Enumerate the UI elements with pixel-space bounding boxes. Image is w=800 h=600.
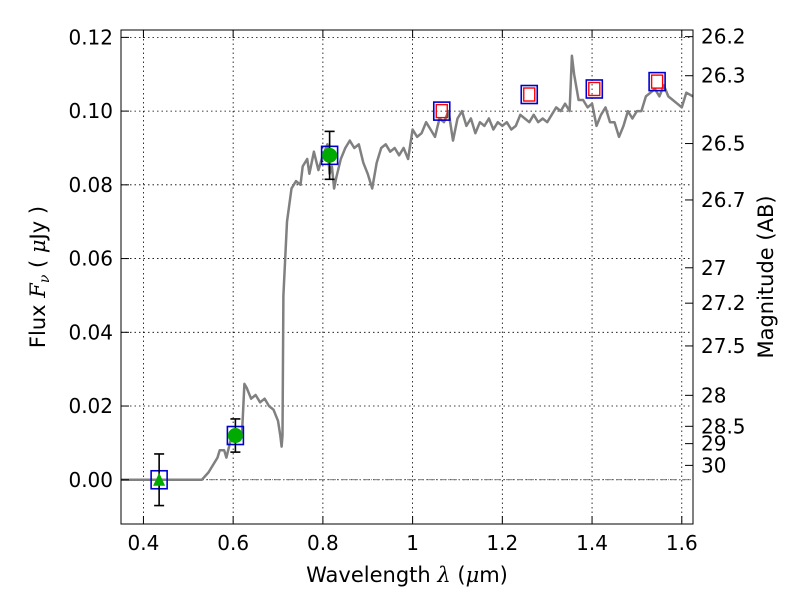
observed-nir-square: [523, 87, 536, 102]
mag-tick-label: 30: [701, 453, 726, 477]
y-axis-label-unit: Jy ): [26, 206, 50, 242]
model-photometry-square: [585, 79, 604, 99]
mag-tick-label: 26.3: [701, 64, 746, 88]
x-tick-label: 1.6: [666, 531, 698, 555]
model-photometry-square: [432, 101, 451, 121]
model-photometry-square: [520, 84, 539, 105]
plot-frame: [120, 29, 694, 525]
mag-tick-label: 26.2: [701, 25, 746, 49]
x-axis-label-lambda: λ: [436, 563, 450, 587]
y-axis-label-open: (: [26, 253, 50, 275]
model-photometry-square: [648, 71, 666, 92]
y-axis-label-f: F: [26, 282, 50, 299]
mag-tick-label: 27.5: [701, 334, 746, 358]
y-axis-label-group: Flux Fν ( μJy ): [26, 206, 53, 348]
y2-axis-label: Magnitude (AB): [754, 195, 778, 358]
ticks-layer: 0.4 0.6 0.8 1 1.2 1.4 1.6 0.00 0.02 0.04 0.06 0.08 0…: [68, 25, 745, 555]
x-axis-label-prefix: Wavelength: [306, 563, 437, 587]
x-tick-label: 1.4: [576, 531, 608, 555]
x-axis-label-mu: μ: [466, 563, 480, 587]
mag-tick-label: 26.7: [701, 188, 746, 212]
mag-tick-label: 27: [701, 256, 726, 280]
mag-tick-label: 27.2: [701, 291, 746, 315]
x-tick-label: 0.6: [217, 531, 249, 555]
x-tick-label: 0.4: [128, 531, 160, 555]
y-tick-label: 0.02: [68, 394, 113, 418]
x-axis-label-unit-end: m): [479, 563, 508, 587]
mag-tick-label: 28: [701, 383, 726, 407]
observed-nir-square: [588, 81, 601, 97]
model-spectrum-line: [121, 54, 694, 482]
x-tick-label: 1.2: [486, 531, 518, 555]
observed-nir-square: [435, 103, 448, 119]
marker-layer: [150, 71, 666, 507]
y2-axis-label-group: Magnitude (AB): [754, 195, 778, 358]
y-axis-label: Flux Fν ( μJy ): [26, 206, 53, 348]
grid-layer: [121, 30, 693, 524]
observed-nir-square: [650, 74, 664, 89]
x-tick-label: 1: [406, 531, 419, 555]
y-axis-label-mu: μ: [26, 239, 50, 253]
y-tick-label: 0.06: [68, 247, 113, 271]
y-axis-label-flux: Flux: [26, 298, 50, 348]
observed-detection-dot: [322, 147, 338, 163]
observed-upper-limit-triangle: [153, 472, 166, 486]
y-tick-label: 0.08: [68, 173, 113, 197]
observed-detection-dot: [227, 428, 243, 444]
y-tick-label: 0.12: [68, 25, 113, 49]
y-tick-label: 0.10: [68, 99, 113, 123]
y-tick-label: 0.04: [68, 320, 113, 344]
x-tick-label: 0.8: [307, 531, 339, 555]
x-axis-label-unit: (: [451, 563, 466, 587]
spectrum-layer: [121, 54, 694, 482]
mag-tick-label: 26.5: [701, 132, 746, 156]
x-axis-label: Wavelength λ (μm): [306, 563, 508, 587]
mag-tick-label: 28.5: [701, 414, 746, 438]
y-axis-label-nu: ν: [37, 274, 53, 283]
y-tick-label: 0.00: [68, 468, 113, 492]
mag-tick-label: 29: [701, 432, 726, 456]
